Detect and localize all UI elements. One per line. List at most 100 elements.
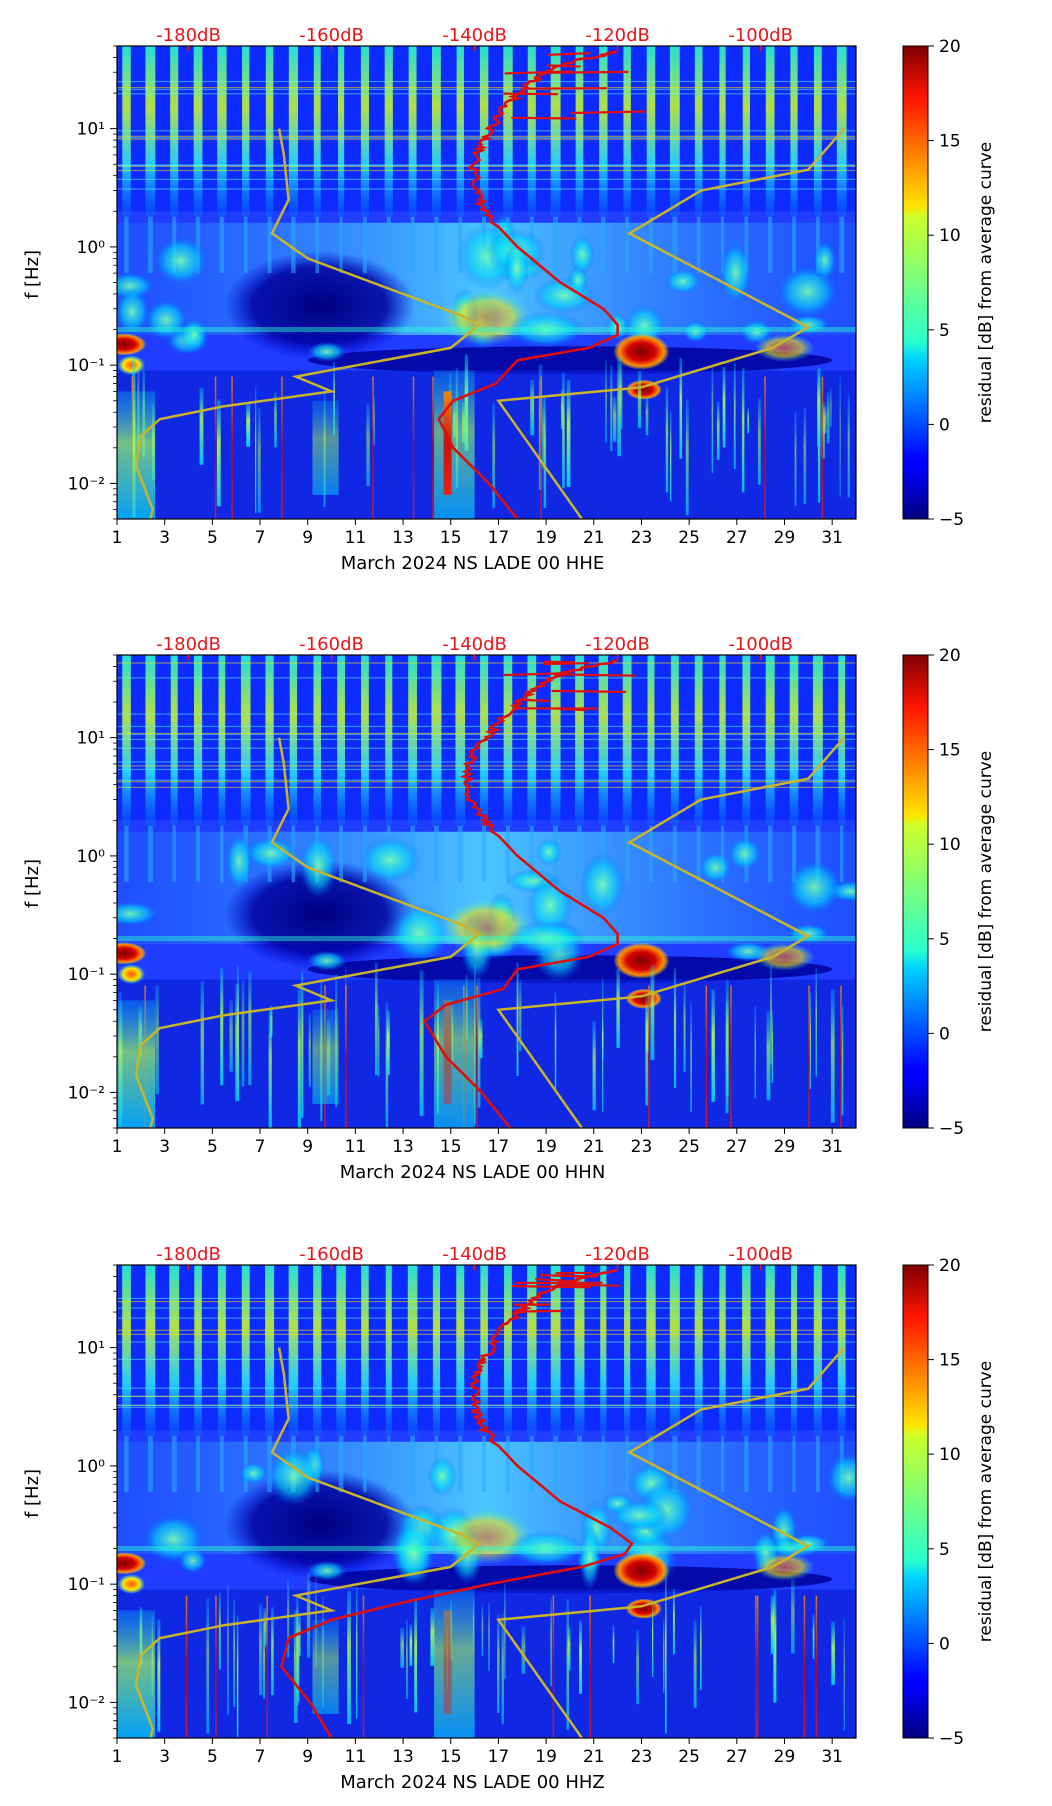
colorbar-tick-label: −5 <box>939 510 964 530</box>
x-tick-label: 5 <box>207 1137 218 1157</box>
colorbar-gradient <box>903 655 928 1128</box>
noise-model-curve-2 <box>496 1346 846 1738</box>
x-tick-label: 13 <box>392 1747 414 1767</box>
colorbar-frame <box>902 1264 929 1739</box>
db-tick-label: -100dB <box>728 634 793 655</box>
spectrogram-heatmap <box>117 1265 856 1738</box>
colorbar-frame <box>902 654 929 1129</box>
colorbar: 20 15 10 5 0 −5 residual [dB] from average cur… <box>902 646 996 1139</box>
x-tick-label: 13 <box>392 528 414 548</box>
colorbar-tick-label: 20 <box>939 646 961 666</box>
colorbar-tick-label: 5 <box>939 1540 950 1560</box>
db-tick-label: -100dB <box>728 25 793 46</box>
colorbar-tick-label: 0 <box>939 1024 950 1044</box>
x-tick-label: 3 <box>159 1747 170 1767</box>
y-tick-label: 10¹ <box>77 120 105 140</box>
y-tick-label: 10⁰ <box>77 1457 106 1477</box>
average-psd-curve <box>422 659 619 1128</box>
db-tick-label: -180dB <box>156 1244 221 1265</box>
colorbar-tick-label: 0 <box>939 1634 950 1654</box>
x-tick-label: 7 <box>255 1137 266 1157</box>
x-tick-label: 23 <box>631 528 653 548</box>
colorbar-tick-label: 5 <box>939 930 950 950</box>
x-tick-label: 5 <box>207 528 218 548</box>
noise-model-curve-1 <box>134 128 482 519</box>
x-tick-label: 23 <box>631 1747 653 1767</box>
y-tick-label: 10⁻¹ <box>68 1575 105 1595</box>
x-tick-label: 19 <box>535 1137 557 1157</box>
y-axis-label: f [Hz] <box>22 250 43 299</box>
colorbar-tick-label: 15 <box>939 741 961 761</box>
x-tick-label: 7 <box>255 528 266 548</box>
x-tick-label: 11 <box>345 1747 367 1767</box>
y-axis-label: f [Hz] <box>22 859 43 908</box>
spectrogram-heatmap <box>117 46 856 519</box>
x-tick-label: 9 <box>302 1747 313 1767</box>
colorbar-tick-label: −5 <box>939 1729 964 1749</box>
colorbar: 20 15 10 5 0 −5 residual [dB] from average cur… <box>902 1256 996 1749</box>
y-tick-label: 10⁻² <box>68 1693 105 1713</box>
x-tick-label: 27 <box>726 528 748 548</box>
x-tick-label: 15 <box>440 1747 462 1767</box>
colorbar-tick-label: 15 <box>939 1351 961 1371</box>
noise-model-curve-2 <box>496 127 846 519</box>
x-tick-label: 27 <box>726 1137 748 1157</box>
x-tick-label: 25 <box>678 1747 700 1767</box>
x-tick-label: 29 <box>774 528 796 548</box>
x-tick-label: 21 <box>583 528 605 548</box>
x-tick-label: 3 <box>159 1137 170 1157</box>
x-tick-label: 17 <box>488 1747 510 1767</box>
x-tick-label: 17 <box>488 528 510 548</box>
colorbar-gradient <box>903 46 928 519</box>
db-tick-label: -140dB <box>442 25 507 46</box>
x-tick-label: 21 <box>583 1137 605 1157</box>
x-tick-label: 25 <box>678 528 700 548</box>
x-tick-label: 9 <box>302 528 313 548</box>
x-axis-label: March 2024 NS LADE 00 HHZ <box>340 1772 604 1793</box>
x-tick-label: 25 <box>678 1137 700 1157</box>
colorbar-tick-label: 0 <box>939 415 950 435</box>
db-tick-label: -160dB <box>299 25 364 46</box>
x-tick-label: 3 <box>159 528 170 548</box>
x-tick-label: 17 <box>488 1137 510 1157</box>
x-tick-label: 11 <box>345 1137 367 1157</box>
colorbar-label: residual [dB] from average curve <box>976 751 996 1032</box>
x-tick-label: 11 <box>345 528 367 548</box>
x-tick-label: 31 <box>821 1747 843 1767</box>
db-tick-label: -140dB <box>442 1244 507 1265</box>
db-tick-label: -120dB <box>585 25 650 46</box>
noise-model-curve-2 <box>496 736 846 1128</box>
x-tick-label: 19 <box>535 528 557 548</box>
average-psd-curve <box>437 50 619 519</box>
y-tick-label: 10⁻¹ <box>68 965 105 985</box>
y-tick-label: 10⁻¹ <box>68 356 105 376</box>
noise-model-curve-1 <box>134 1347 482 1738</box>
y-tick-label: 10⁰ <box>77 847 106 867</box>
x-tick-label: 31 <box>821 528 843 548</box>
colorbar-tick-label: 20 <box>939 37 961 57</box>
x-tick-label: 1 <box>112 528 123 548</box>
colorbar-tick-label: 10 <box>939 226 961 246</box>
average-psd-curve <box>280 1269 634 1738</box>
colorbar-label: residual [dB] from average curve <box>976 1361 996 1642</box>
db-tick-label: -100dB <box>728 1244 793 1265</box>
db-tick-label: -120dB <box>585 1244 650 1265</box>
x-tick-label: 7 <box>255 1747 266 1767</box>
x-tick-label: 31 <box>821 1137 843 1157</box>
x-tick-label: 27 <box>726 1747 748 1767</box>
x-tick-label: 5 <box>207 1747 218 1767</box>
noise-model-curve-1 <box>134 737 482 1128</box>
x-tick-label: 19 <box>535 1747 557 1767</box>
x-axis-label: March 2024 NS LADE 00 HHN <box>340 1162 606 1183</box>
x-tick-label: 29 <box>774 1747 796 1767</box>
x-tick-label: 15 <box>440 1137 462 1157</box>
colorbar-tick-label: 15 <box>939 132 961 152</box>
db-tick-label: -180dB <box>156 25 221 46</box>
colorbar-tick-label: 10 <box>939 1445 961 1465</box>
db-tick-label: -160dB <box>299 1244 364 1265</box>
colorbar-tick-label: 20 <box>939 1256 961 1276</box>
y-tick-label: 10¹ <box>77 729 105 749</box>
